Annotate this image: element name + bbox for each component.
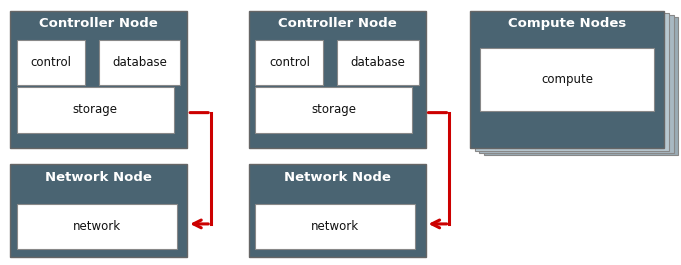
Text: database: database — [351, 56, 405, 69]
Text: network: network — [73, 220, 121, 233]
FancyBboxPatch shape — [255, 87, 412, 132]
Text: Compute Nodes: Compute Nodes — [508, 17, 626, 30]
FancyBboxPatch shape — [17, 204, 177, 249]
FancyBboxPatch shape — [337, 40, 419, 85]
FancyBboxPatch shape — [479, 15, 674, 153]
FancyBboxPatch shape — [17, 87, 174, 132]
FancyBboxPatch shape — [10, 11, 187, 148]
Text: Controller Node: Controller Node — [39, 17, 158, 30]
FancyBboxPatch shape — [255, 204, 415, 249]
FancyBboxPatch shape — [480, 48, 654, 111]
Text: storage: storage — [73, 103, 118, 117]
Text: Controller Node: Controller Node — [278, 17, 396, 30]
Text: compute: compute — [541, 73, 593, 86]
FancyBboxPatch shape — [249, 11, 426, 148]
Text: Network Node: Network Node — [46, 171, 152, 184]
Text: control: control — [269, 56, 310, 69]
Text: storage: storage — [311, 103, 356, 117]
Text: Network Node: Network Node — [284, 171, 390, 184]
FancyBboxPatch shape — [17, 40, 85, 85]
FancyBboxPatch shape — [470, 11, 664, 148]
Text: network: network — [311, 220, 360, 233]
FancyBboxPatch shape — [10, 164, 187, 257]
FancyBboxPatch shape — [99, 40, 180, 85]
FancyBboxPatch shape — [249, 164, 426, 257]
Text: control: control — [31, 56, 72, 69]
Text: database: database — [112, 56, 167, 69]
FancyBboxPatch shape — [475, 13, 669, 151]
FancyBboxPatch shape — [255, 40, 323, 85]
FancyBboxPatch shape — [484, 17, 678, 155]
